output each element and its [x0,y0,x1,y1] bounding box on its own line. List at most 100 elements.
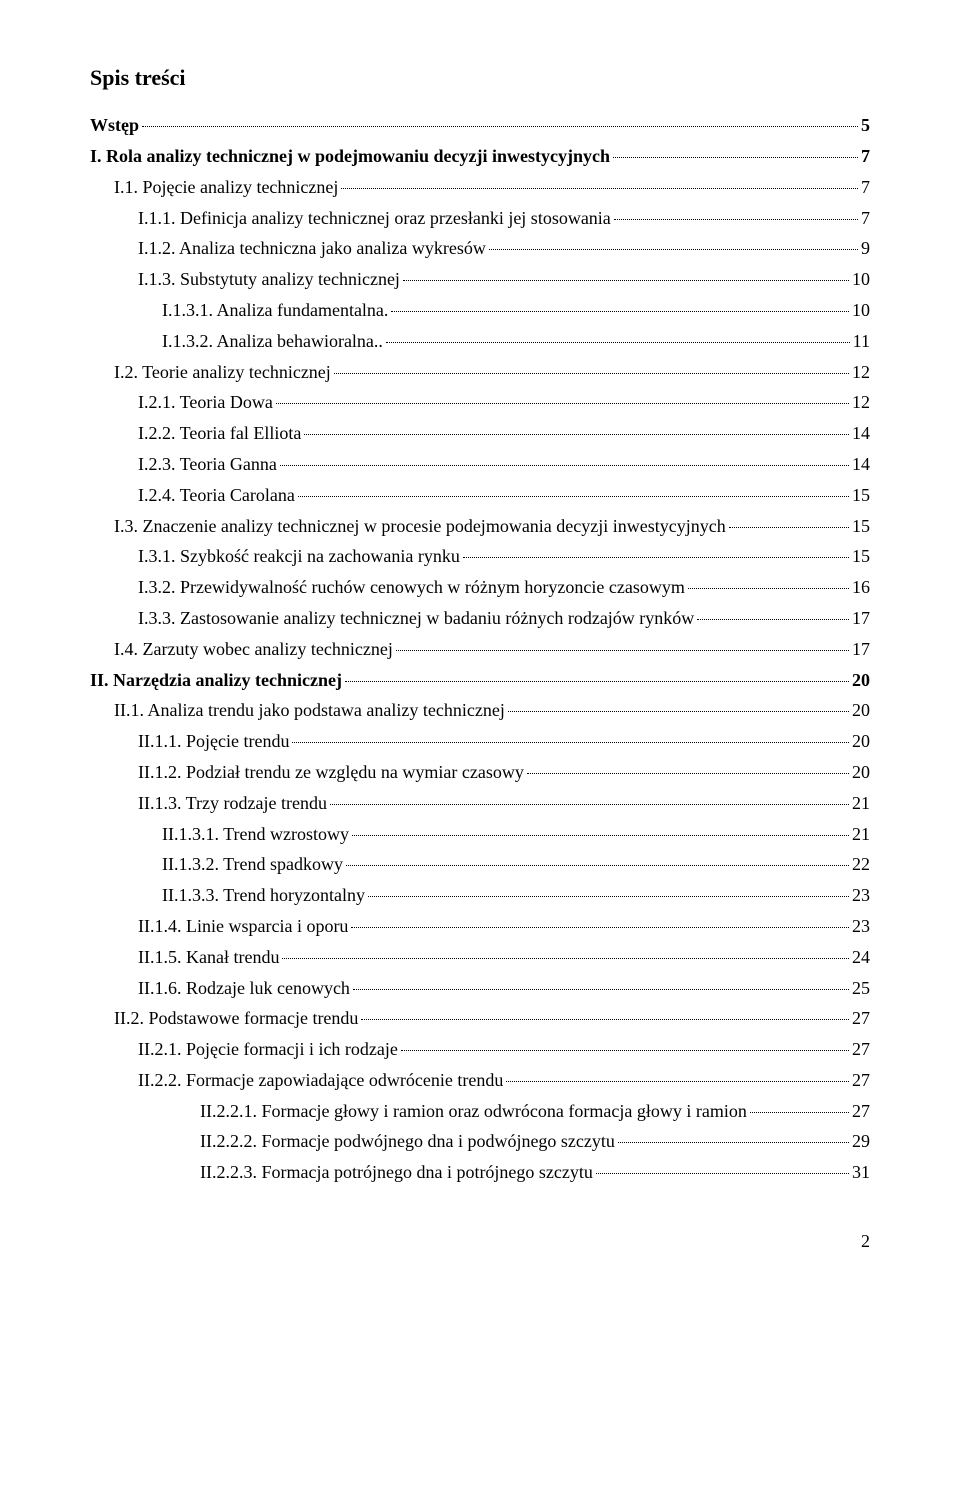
toc-leader-dots [353,989,849,990]
toc-entry-page: 15 [852,481,870,510]
toc-leader-dots [508,711,849,712]
toc-leader-dots [614,219,858,220]
toc-entry: II.2. Podstawowe formacje trendu 27 [90,1004,870,1033]
toc-entry-label: I. Rola analizy technicznej w podejmowan… [90,142,610,171]
toc-entry: I.1.3.1. Analiza fundamentalna. 10 [90,296,870,325]
toc-entry-page: 12 [852,358,870,387]
toc-entry: I.3.3. Zastosowanie analizy technicznej … [90,604,870,633]
toc-entry-page: 21 [852,820,870,849]
toc-entry-label: I.2.4. Teoria Carolana [138,481,295,510]
toc-entry-page: 23 [852,881,870,910]
toc-entry-page: 20 [852,727,870,756]
toc-entry-label: II.2.2.1. Formacje głowy i ramion oraz o… [200,1097,747,1126]
toc-entry-label: I.1.3. Substytuty analizy technicznej [138,265,400,294]
toc-entry-label: II.1.3.1. Trend wzrostowy [162,820,349,849]
toc-entry-label: I.1.3.1. Analiza fundamentalna. [162,296,388,325]
toc-leader-dots [688,588,849,589]
toc-entry-page: 25 [852,974,870,1003]
toc-leader-dots [280,465,849,466]
toc-entry: I.1.2. Analiza techniczna jako analiza w… [90,234,870,263]
toc-entry: II.2.2.2. Formacje podwójnego dna i podw… [90,1127,870,1156]
toc-entry-page: 7 [861,204,870,233]
toc-entry-page: 20 [852,758,870,787]
toc-entry-label: II.1.6. Rodzaje luk cenowych [138,974,350,1003]
toc-entry-page: 29 [852,1127,870,1156]
toc-entry-label: I.2.3. Teoria Ganna [138,450,277,479]
toc-entry-page: 21 [852,789,870,818]
toc-leader-dots [396,650,849,651]
toc-entry-label: II.1.1. Pojęcie trendu [138,727,289,756]
toc-leader-dots [351,927,849,928]
toc-entry-page: 10 [852,296,870,325]
toc-entry: II.1.3.1. Trend wzrostowy 21 [90,820,870,849]
toc-entry: I.3.1. Szybkość reakcji na zachowania ry… [90,542,870,571]
toc-leader-dots [292,742,849,743]
toc-entry-page: 24 [852,943,870,972]
toc-leader-dots [391,311,849,312]
toc-title: Spis treści [90,60,870,95]
toc-entry-label: II.1.3. Trzy rodzaje trendu [138,789,327,818]
toc-leader-dots [527,773,849,774]
toc-entry: II.1.5. Kanał trendu24 [90,943,870,972]
toc-entry-page: 27 [852,1004,870,1033]
toc-leader-dots [506,1081,849,1082]
toc-entry-page: 14 [852,419,870,448]
toc-entry-label: II.2.2.2. Formacje podwójnego dna i podw… [200,1127,615,1156]
toc-entry-label: Wstęp [90,111,139,140]
toc-entry-label: I.3. Znaczenie analizy technicznej w pro… [114,512,726,541]
toc-entry: I.1.3. Substytuty analizy technicznej10 [90,265,870,294]
toc-entry-label: I.2. Teorie analizy technicznej [114,358,331,387]
toc-entry-page: 14 [852,450,870,479]
toc-entry: I.1. Pojęcie analizy technicznej7 [90,173,870,202]
toc-entry: I.2. Teorie analizy technicznej 12 [90,358,870,387]
toc-entry-label: II.1.3.3. Trend horyzontalny [162,881,365,910]
toc-entry-label: II. Narzędzia analizy technicznej [90,666,342,695]
toc-entry: I.2.3. Teoria Ganna 14 [90,450,870,479]
toc-entry-page: 17 [852,635,870,664]
toc-entry-label: I.1.3.2. Analiza behawioralna.. [162,327,383,356]
toc-entry-page: 16 [852,573,870,602]
toc-entry-page: 27 [852,1097,870,1126]
toc-entry: II.2.2.3. Formacja potrójnego dna i potr… [90,1158,870,1187]
toc-leader-dots [596,1173,849,1174]
toc-entry: I.2.2. Teoria fal Elliota 14 [90,419,870,448]
toc-entry-page: 15 [852,542,870,571]
toc-entry-label: II.1.2. Podział trendu ze względu na wym… [138,758,524,787]
toc-entry: II.2.1. Pojęcie formacji i ich rodzaje27 [90,1035,870,1064]
toc-entry-label: I.3.1. Szybkość reakcji na zachowania ry… [138,542,460,571]
toc-entry-page: 31 [852,1158,870,1187]
toc-entry-label: II.2.2. Formacje zapowiadające odwróceni… [138,1066,503,1095]
toc-leader-dots [463,557,849,558]
toc-entry-page: 15 [852,512,870,541]
toc-leader-dots [403,280,849,281]
toc-entry-page: 11 [853,327,870,356]
toc-leader-dots [282,958,849,959]
toc-entry-label: II.1.4. Linie wsparcia i oporu [138,912,348,941]
toc-leader-dots [345,681,849,682]
toc-entry: II.1.6. Rodzaje luk cenowych 25 [90,974,870,1003]
toc-entry: II.1. Analiza trendu jako podstawa anali… [90,696,870,725]
toc-entry-page: 27 [852,1066,870,1095]
toc-entry-label: I.3.3. Zastosowanie analizy technicznej … [138,604,694,633]
toc-entry-label: II.1.3.2. Trend spadkowy [162,850,343,879]
toc-entry: II.1.3.2. Trend spadkowy22 [90,850,870,879]
page-footer-number: 2 [90,1227,870,1256]
toc-leader-dots [334,373,849,374]
toc-entry-label: I.3.2. Przewidywalność ruchów cenowych w… [138,573,685,602]
toc-entry: II.1.3. Trzy rodzaje trendu 21 [90,789,870,818]
toc-entry-label: I.2.2. Teoria fal Elliota [138,419,301,448]
toc-entry-label: II.2. Podstawowe formacje trendu [114,1004,358,1033]
toc-entry-page: 20 [852,696,870,725]
toc-entry-page: 12 [852,388,870,417]
toc-leader-dots [489,249,858,250]
toc-leader-dots [330,804,849,805]
toc-entry-label: I.1. Pojęcie analizy technicznej [114,173,338,202]
toc-entry-label: II.1. Analiza trendu jako podstawa anali… [114,696,505,725]
toc-leader-dots [352,835,849,836]
toc-container: Wstęp5I. Rola analizy technicznej w pode… [90,111,870,1187]
toc-entry-label: I.1.1. Definicja analizy technicznej ora… [138,204,611,233]
toc-entry: Wstęp5 [90,111,870,140]
toc-entry: I.3.2. Przewidywalność ruchów cenowych w… [90,573,870,602]
toc-leader-dots [298,496,849,497]
toc-entry: II.2.2. Formacje zapowiadające odwróceni… [90,1066,870,1095]
